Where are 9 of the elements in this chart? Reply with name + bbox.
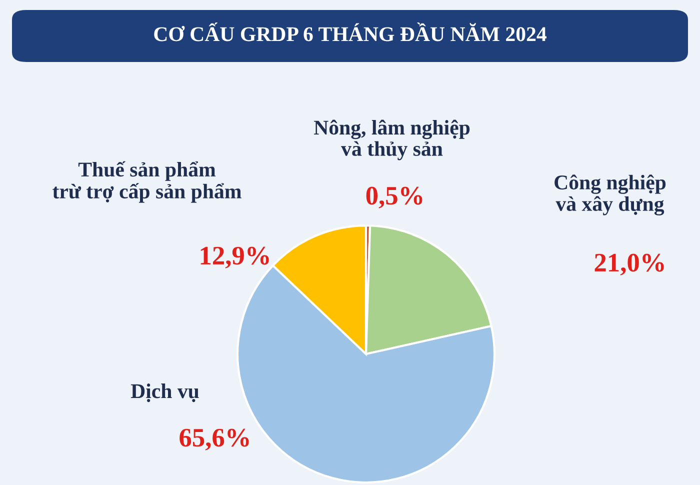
- slice-label: Công nghiệp và xây dựng: [554, 174, 666, 216]
- slice-label: Dịch vụ: [130, 384, 199, 402]
- data-label: 21,0%: [594, 254, 664, 276]
- chart-title: CƠ CẤU GRDP 6 THÁNG ĐẦU NĂM 2024: [154, 22, 546, 42]
- data-label: 12,9%: [200, 246, 269, 268]
- data-label: 65,6%: [180, 428, 249, 450]
- slice-label: Nông, lâm nghiệp và thủy sản: [314, 120, 470, 160]
- slice-label: Thuế sản phẩm trừ trợ cấp sản phẩm: [52, 161, 242, 203]
- data-label: 0,5%: [366, 186, 422, 208]
